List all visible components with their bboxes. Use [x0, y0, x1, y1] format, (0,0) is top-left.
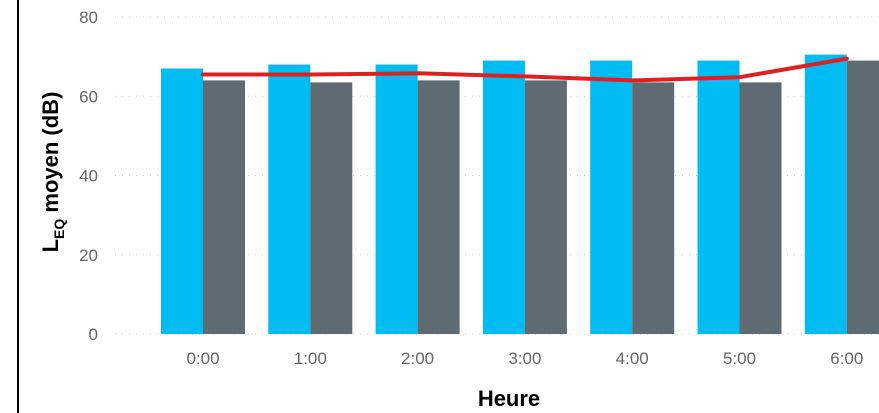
x-tick-label: 1:00 — [294, 349, 327, 368]
bar — [268, 64, 311, 335]
bar-series — [161, 54, 879, 335]
bar — [697, 60, 740, 335]
series-line — [201, 56, 849, 83]
y-tick-label: 20 — [79, 246, 98, 265]
line-series — [201, 56, 849, 83]
y-tick-label: 80 — [79, 8, 98, 27]
y-axis-title-main: L — [38, 239, 63, 252]
x-tick-label: 6:00 — [830, 349, 863, 368]
y-axis-title-subscript: EQ — [51, 219, 67, 239]
y-tick-label: 0 — [89, 325, 98, 344]
x-tick-label: 3:00 — [508, 349, 541, 368]
y-axis-ticks: 0 20 40 60 80 — [79, 8, 98, 344]
bar — [590, 60, 633, 335]
bar — [375, 64, 418, 335]
bar — [482, 60, 525, 335]
x-axis-title: Heure — [478, 386, 540, 411]
bar — [161, 68, 203, 334]
x-tick-label: 5:00 — [723, 349, 756, 368]
x-tick-label: 0:00 — [186, 349, 219, 368]
y-axis-title: LEQ moyen (dB) — [38, 92, 67, 253]
bar — [417, 80, 460, 335]
y-axis-title-rest: moyen (dB) — [38, 92, 63, 219]
bar — [203, 80, 245, 335]
x-axis-ticks: 0:00 1:00 2:00 3:00 4:00 5:00 6:00 — [186, 349, 863, 368]
bar — [632, 82, 675, 334]
bar — [524, 80, 567, 335]
y-tick-label: 40 — [79, 167, 98, 186]
x-tick-label: 4:00 — [616, 349, 649, 368]
bar — [846, 60, 879, 335]
bar — [739, 82, 782, 334]
y-tick-label: 60 — [79, 87, 98, 106]
x-tick-label: 2:00 — [401, 349, 434, 368]
bar — [804, 54, 847, 335]
bar — [310, 82, 353, 334]
